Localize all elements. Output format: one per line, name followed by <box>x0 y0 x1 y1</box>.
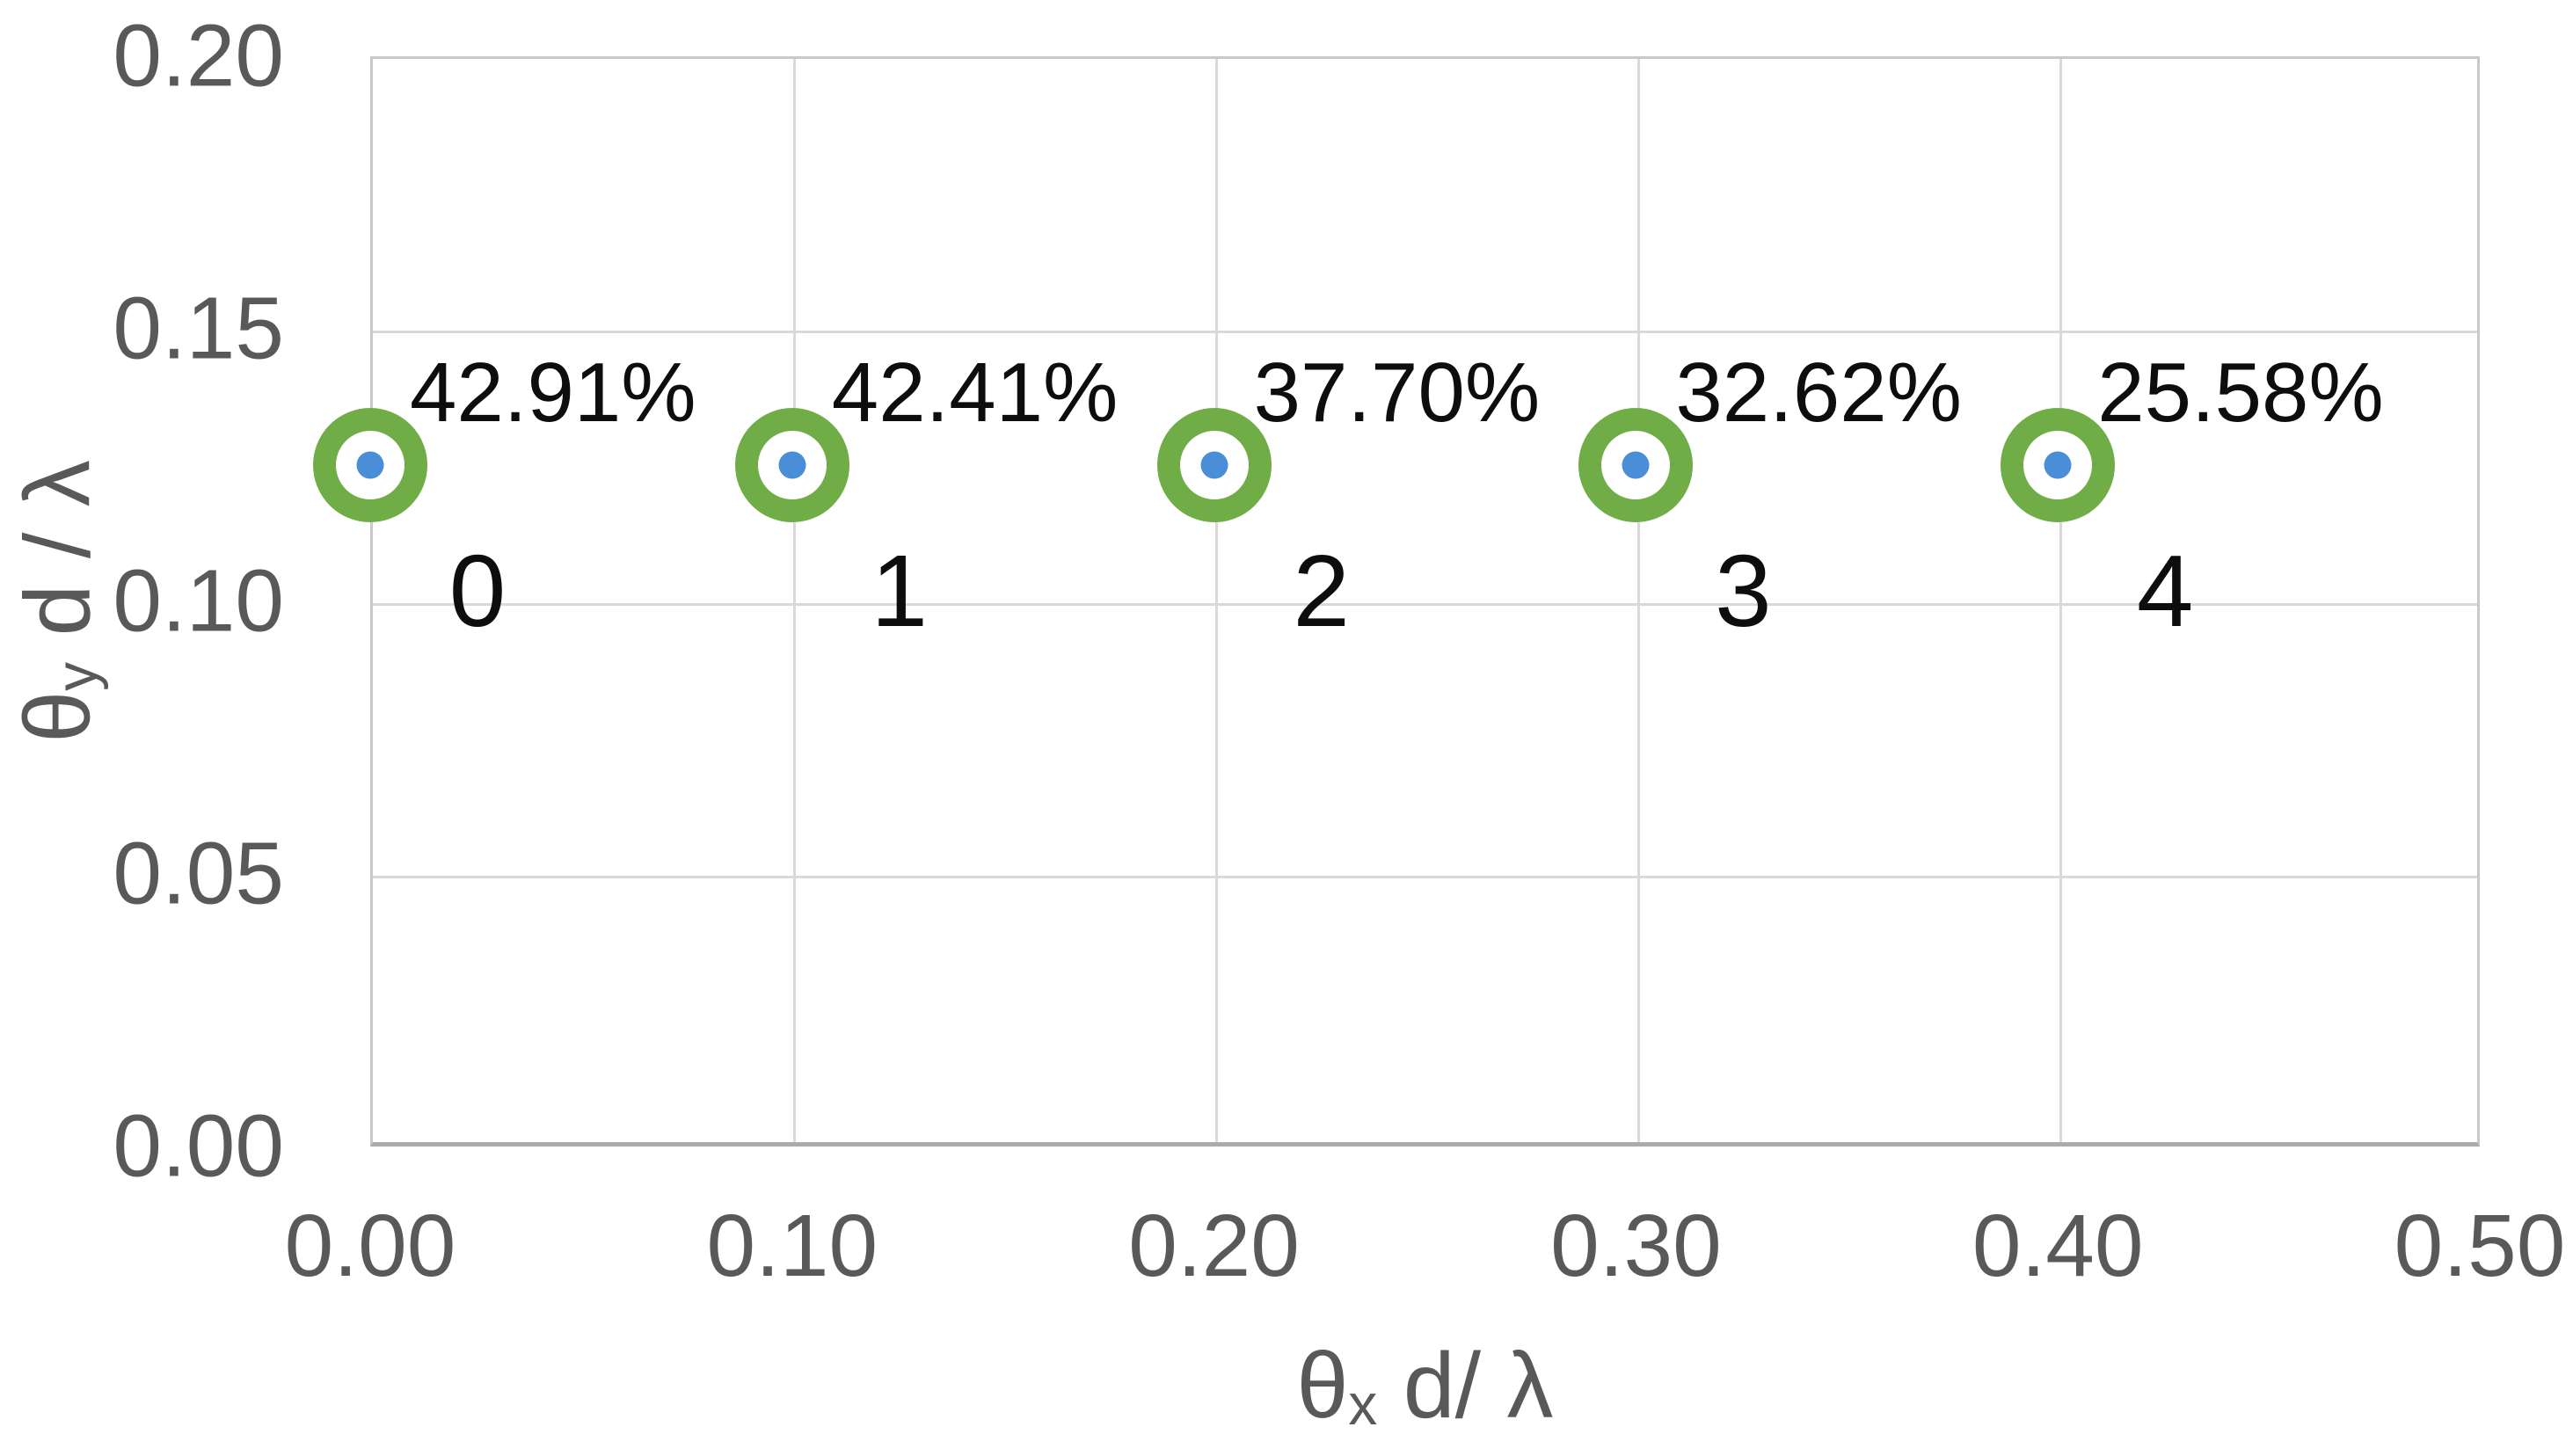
x-axis-subscript: x <box>1348 1372 1378 1437</box>
data-point-center-dot <box>356 451 384 479</box>
x-axis-title: θx d/ λ <box>1296 1333 1553 1439</box>
y-axis-suffix: d / λ <box>5 460 110 662</box>
vertical-gridline <box>1636 59 1640 1142</box>
y-axis-title: θy d / λ <box>5 460 112 743</box>
horizontal-gridline <box>373 875 2477 878</box>
vertical-gridline <box>793 59 797 1142</box>
data-point-center-dot <box>2044 451 2072 479</box>
x-axis-symbol: θ <box>1296 1334 1349 1438</box>
data-point-center-dot <box>778 451 806 479</box>
y-tick-label: 0.00 <box>113 1096 284 1196</box>
horizontal-gridline <box>373 602 2477 606</box>
data-label-index: 2 <box>1293 534 1350 648</box>
y-tick-label: 0.15 <box>113 279 284 378</box>
y-axis-symbol: θ <box>5 690 110 743</box>
y-tick-label: 0.10 <box>113 551 284 651</box>
x-tick-label: 0.40 <box>1972 1197 2144 1295</box>
x-tick-label: 0.50 <box>2394 1197 2566 1295</box>
data-label-index: 0 <box>448 534 507 648</box>
vertical-gridline <box>2059 59 2062 1142</box>
data-label-percent: 42.91% <box>410 346 696 440</box>
plot-area <box>370 56 2480 1147</box>
x-tick-label: 0.00 <box>284 1197 456 1295</box>
data-label-index: 1 <box>871 534 929 648</box>
data-point-center-dot <box>1200 451 1228 479</box>
data-label-index: 3 <box>1715 534 1772 648</box>
y-tick-label: 0.05 <box>113 824 284 923</box>
data-label-percent: 42.41% <box>831 346 1119 440</box>
x-tick-label: 0.10 <box>706 1197 878 1295</box>
data-label-percent: 32.62% <box>1675 346 1962 440</box>
data-point-center-dot <box>1622 451 1650 479</box>
y-axis-subscript: y <box>44 661 109 691</box>
x-tick-label: 0.20 <box>1128 1197 1300 1295</box>
vertical-gridline <box>1215 59 1219 1142</box>
x-axis-suffix: d/ λ <box>1377 1334 1554 1438</box>
data-label-percent: 25.58% <box>2097 346 2384 440</box>
horizontal-gridline <box>373 330 2477 333</box>
x-tick-label: 0.30 <box>1550 1197 1722 1295</box>
data-label-index: 4 <box>2136 534 2194 648</box>
data-label-percent: 37.70% <box>1253 346 1541 440</box>
y-tick-label: 0.20 <box>113 6 284 106</box>
